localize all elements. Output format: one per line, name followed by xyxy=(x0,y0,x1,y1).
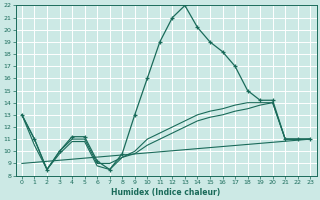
X-axis label: Humidex (Indice chaleur): Humidex (Indice chaleur) xyxy=(111,188,221,197)
